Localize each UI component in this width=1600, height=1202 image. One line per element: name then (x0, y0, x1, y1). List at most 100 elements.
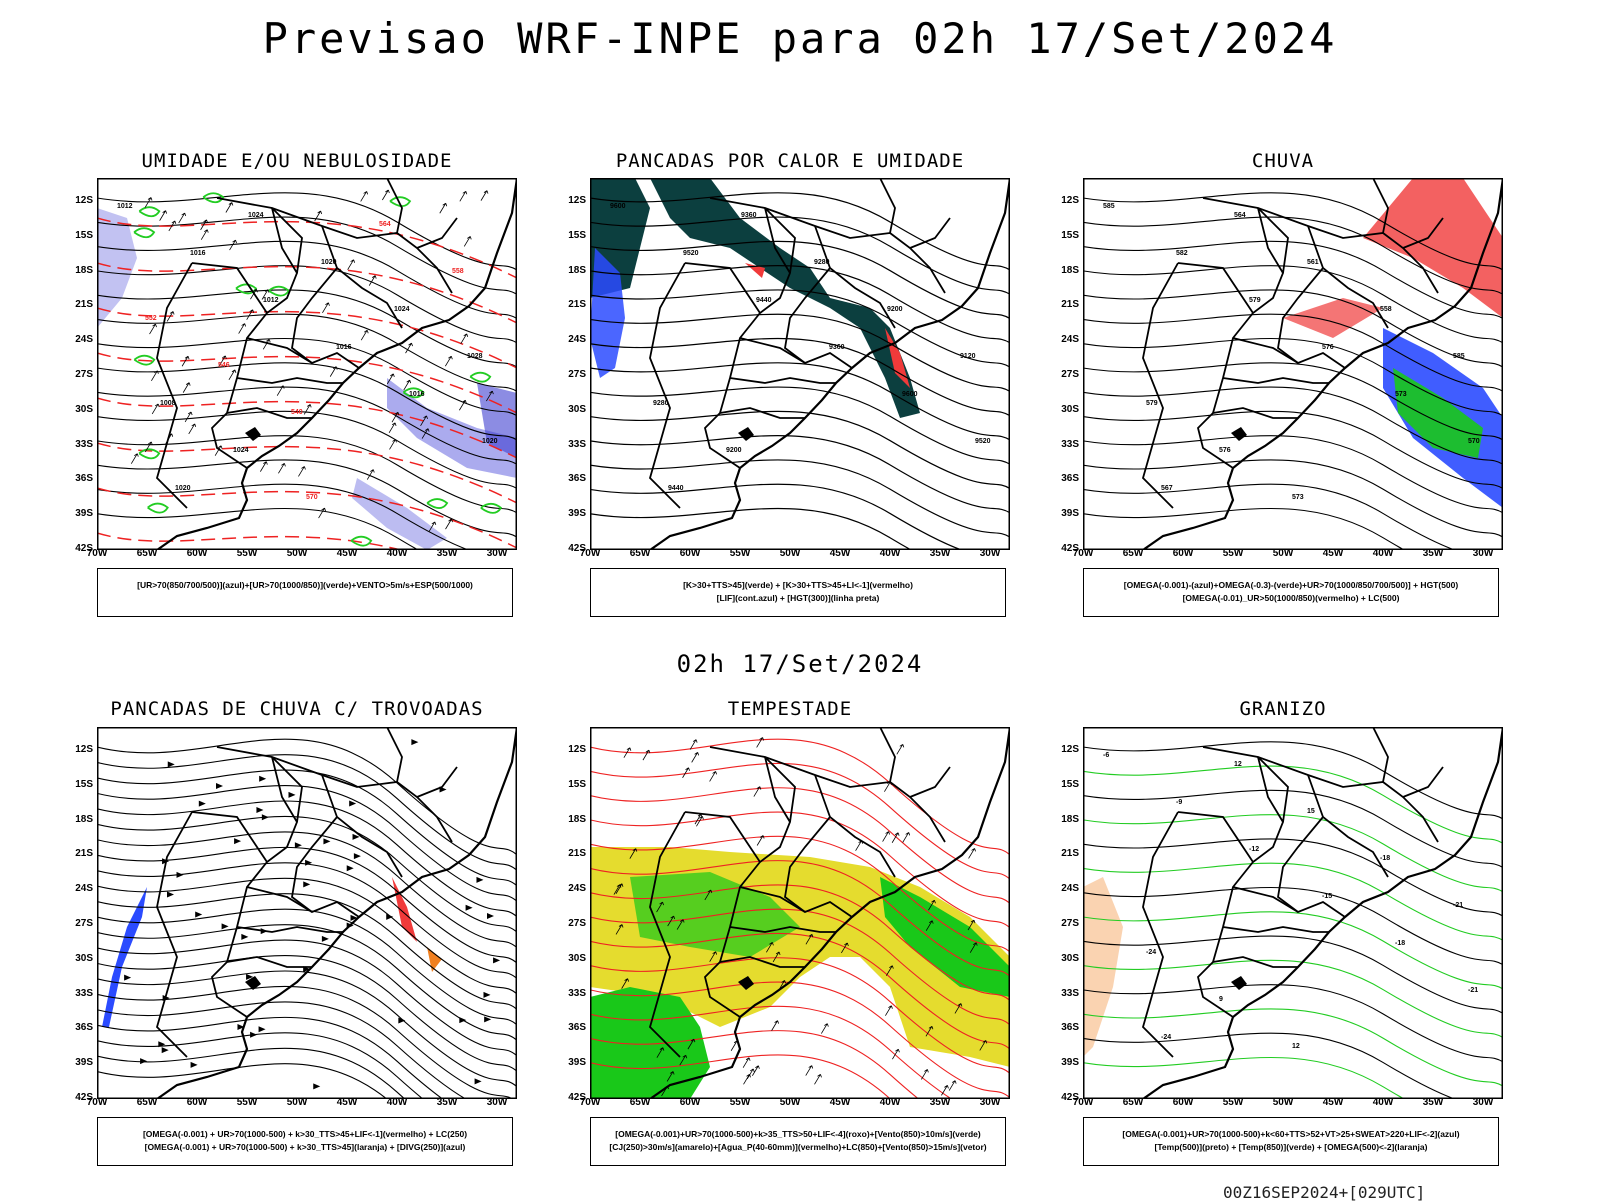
lon-tick-label: 50W (286, 1097, 308, 1108)
lat-tick-label: 15S (568, 778, 586, 790)
lon-tick-label: 45W (829, 548, 851, 559)
lon-tick-label: 50W (779, 548, 801, 559)
lat-tick-label: 21S (75, 848, 93, 860)
caption-line: [OMEGA(-0.001)+UR>70(1000-500)+k<60+TTS>… (1122, 1129, 1460, 1139)
lat-tick-label: 27S (1061, 369, 1079, 380)
lon-tick-label: 30W (979, 548, 1001, 559)
lat-tick-label: 39S (1061, 508, 1079, 520)
lat-tick-label: 12S (75, 744, 93, 755)
lat-tick-label: 21S (568, 848, 586, 860)
lon-tick-label: 30W (1472, 548, 1494, 559)
contour-label: 1012 (263, 297, 279, 304)
contour-label: 1020 (175, 485, 191, 492)
contour-label: 564 (1234, 212, 1246, 219)
contour-label: 12 (1234, 761, 1242, 768)
caption-line: [OMEGA(-0.001) + UR>70(1000-500) + k>30_… (142, 1129, 468, 1139)
lat-tick-label: 24S (75, 334, 93, 346)
contour-label: 12 (1292, 1043, 1300, 1050)
lon-tick-label: 35W (929, 548, 951, 559)
lat-tick-label: 12S (75, 195, 93, 206)
caption-line: [OMEGA(-0.001) + UR>70(1000-500) + k>30_… (144, 1142, 466, 1152)
lon-tick-label: 70W (86, 548, 108, 559)
lat-tick-label: 15S (1061, 229, 1079, 241)
caption-line: [Temp(500)](preto) + [Temp(850)](verde) … (1154, 1142, 1428, 1152)
contour-label: -21 (1453, 902, 1463, 909)
lat-tick-label: 30S (75, 952, 93, 964)
contour-label: 585 (1103, 203, 1115, 210)
lat-tick-label: 36S (75, 473, 93, 485)
lat-tick-label: 18S (568, 813, 586, 825)
contour-label: -15 (1322, 893, 1332, 900)
lat-tick-label: 12S (1061, 195, 1079, 206)
contour-label: 9440 (668, 485, 684, 492)
lat-tick-label: 12S (568, 744, 586, 755)
lon-tick-label: 65W (136, 1097, 158, 1108)
lat-tick-label: 15S (1061, 778, 1079, 790)
lat-tick-label: 12S (568, 195, 586, 206)
lon-tick-label: 40W (1372, 1097, 1394, 1108)
contour-label: 1024 (233, 447, 249, 454)
lon-tick-label: 65W (1122, 548, 1144, 559)
lat-tick-label: 15S (568, 229, 586, 241)
lat-tick-label: 33S (75, 438, 93, 450)
lon-tick-label: 70W (1072, 1097, 1094, 1108)
contour-label: 9280 (653, 400, 669, 407)
mid-timestamp: 02h 17/Set/2024 (676, 650, 924, 678)
lat-tick-label: 24S (1061, 883, 1079, 895)
contour-label: 570 (306, 494, 318, 501)
contour-label: 570 (1468, 438, 1480, 445)
contour-label: 582 (1176, 250, 1188, 257)
contour-label: 9360 (829, 344, 845, 351)
lat-tick-label: 12S (1061, 744, 1079, 755)
lat-tick-label: 15S (75, 229, 93, 241)
map-canvas: 1012 1016 1012 1016 1016 1020 1020 1024 1020 1024… (97, 178, 517, 550)
contour-label: 561 (1307, 259, 1319, 266)
contour-label: 1016 (336, 344, 352, 351)
caption-line: [OMEGA(-0.001)+UR>70(1000-500)+k>35_TTS>… (615, 1129, 981, 1139)
contour-label: 1020 (321, 259, 337, 266)
map-panel-4: PANCADAS DE CHUVA C/ TROVOADAS (57, 698, 557, 1178)
contour-label: 1024 (394, 306, 410, 313)
contour-label: 9200 (887, 306, 903, 313)
lat-tick-label: 33S (568, 438, 586, 450)
panel-title: TEMPESTADE (727, 698, 853, 720)
lon-tick-label: 65W (629, 548, 651, 559)
map-panel-3: CHUVA (1043, 150, 1543, 630)
lon-tick-label: 35W (929, 1097, 951, 1108)
contour-label: -18 (1380, 855, 1390, 862)
lon-tick-label: 40W (879, 548, 901, 559)
lat-tick-label: 30S (1061, 403, 1079, 415)
lon-tick-label: 55W (236, 1097, 258, 1108)
lat-tick-label: 24S (568, 883, 586, 895)
contour-label: -6 (1103, 752, 1109, 759)
contour-label: 1024 (248, 212, 264, 219)
lat-tick-label: 42S (75, 543, 93, 554)
lon-tick-label: 70W (1072, 548, 1094, 559)
contour-label: 546 (218, 362, 230, 369)
lat-tick-label: 24S (568, 334, 586, 346)
lon-tick-label: 60W (186, 1097, 208, 1108)
lon-tick-label: 45W (829, 1097, 851, 1108)
lon-tick-label: 55W (1222, 1097, 1244, 1108)
lat-tick-label: 18S (75, 813, 93, 825)
legend-caption: [OMEGA(-0.001) + UR>70(1000-500) + k>30_… (97, 1117, 513, 1166)
contour-label: 9440 (756, 297, 772, 304)
caption-line: [K>30+TTS>45](verde) + [K>30+TTS>45+LI<-… (683, 580, 913, 590)
contour-label: 1016 (190, 250, 206, 257)
lat-tick-label: 39S (75, 508, 93, 520)
contour-label: 9280 (814, 259, 830, 266)
lat-tick-label: 27S (568, 918, 586, 929)
lat-tick-label: 27S (75, 918, 93, 929)
lat-tick-label: 36S (568, 473, 586, 485)
lon-tick-label: 60W (186, 548, 208, 559)
lon-tick-label: 50W (1272, 1097, 1294, 1108)
lon-tick-label: 60W (1172, 548, 1194, 559)
lon-tick-label: 40W (386, 1097, 408, 1108)
lat-tick-label: 42S (1061, 1092, 1079, 1103)
lat-tick-label: 21S (1061, 299, 1079, 311)
caption-line: [LIF](cont.azul) + [HGT(300)](linha pret… (716, 593, 880, 603)
contour-label: 540 (291, 409, 303, 416)
legend-caption: [K>30+TTS>45](verde) + [K>30+TTS>45+LI<-… (590, 568, 1006, 617)
map-canvas (590, 727, 1010, 1099)
contour-label: -9 (1176, 799, 1182, 806)
